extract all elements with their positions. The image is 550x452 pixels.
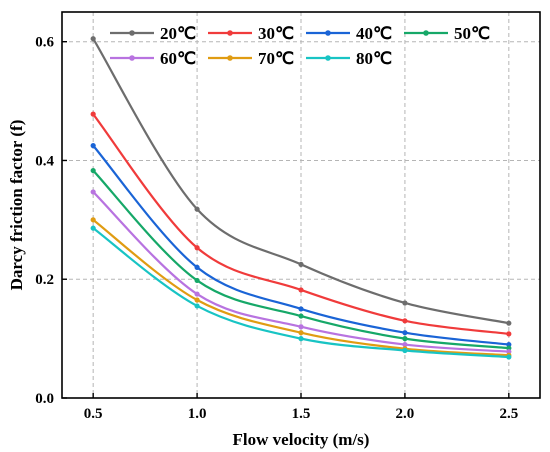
legend-swatch-marker bbox=[325, 55, 331, 61]
data-point bbox=[506, 349, 512, 355]
data-point bbox=[90, 225, 96, 231]
data-point bbox=[506, 354, 512, 360]
legend-item: 60℃ bbox=[110, 49, 196, 68]
data-point bbox=[506, 341, 512, 348]
data-point bbox=[194, 297, 200, 303]
legend-swatch-marker bbox=[227, 30, 233, 36]
x-tick-label: 2.5 bbox=[499, 406, 518, 422]
legend-swatch-marker bbox=[325, 30, 331, 36]
data-point bbox=[90, 36, 96, 42]
series bbox=[90, 143, 512, 348]
legend-swatch-marker bbox=[227, 55, 233, 61]
data-point bbox=[298, 306, 304, 312]
legend-swatch-marker bbox=[423, 30, 429, 36]
series-line bbox=[92, 113, 509, 335]
legend-label: 60℃ bbox=[160, 49, 196, 68]
legend-item: 50℃ bbox=[404, 24, 490, 43]
data-point bbox=[194, 245, 200, 251]
series-layer bbox=[90, 36, 512, 360]
data-point bbox=[298, 324, 304, 330]
legend: 20℃ 30℃ 40℃ 50℃ 60℃ 70℃ 80℃ bbox=[110, 24, 490, 68]
y-axis-title: Darcy friction factor (f) bbox=[7, 120, 26, 291]
data-point bbox=[90, 143, 96, 149]
data-point bbox=[402, 336, 408, 342]
data-point bbox=[298, 287, 304, 293]
legend-item: 30℃ bbox=[208, 24, 294, 43]
y-tick-label: 0.2 bbox=[35, 272, 54, 288]
x-axis-title: Flow velocity (m/s) bbox=[233, 430, 370, 449]
legend-label: 40℃ bbox=[356, 24, 392, 43]
axis-ticks: 0.5 1.0 1.5 2.0 2.5 0.0 0.2 0.4 0.6 bbox=[35, 35, 518, 422]
legend-label: 30℃ bbox=[258, 24, 294, 43]
legend-item: 80℃ bbox=[306, 49, 392, 68]
data-point bbox=[90, 111, 96, 117]
y-tick-label: 0.4 bbox=[35, 153, 54, 169]
y-tick-label: 0.0 bbox=[35, 391, 54, 407]
legend-item: 20℃ bbox=[110, 24, 196, 43]
data-point bbox=[402, 300, 408, 306]
series-line bbox=[92, 38, 510, 325]
x-tick-label: 2.0 bbox=[396, 406, 415, 422]
data-point bbox=[194, 303, 200, 309]
x-tick-label: 1.0 bbox=[188, 406, 207, 422]
data-point bbox=[298, 330, 304, 336]
data-point bbox=[298, 261, 304, 267]
series bbox=[90, 36, 512, 326]
data-point bbox=[194, 277, 200, 284]
data-point bbox=[402, 330, 408, 336]
grid bbox=[62, 12, 540, 398]
x-tick-label: 0.5 bbox=[84, 406, 103, 422]
series bbox=[90, 167, 512, 351]
legend-label: 70℃ bbox=[258, 49, 294, 68]
legend-swatch-marker bbox=[129, 55, 135, 61]
legend-label: 80℃ bbox=[356, 49, 392, 68]
legend-label: 20℃ bbox=[160, 24, 196, 43]
data-point bbox=[194, 291, 200, 297]
data-point bbox=[90, 217, 96, 223]
legend-item: 40℃ bbox=[306, 24, 392, 43]
series bbox=[90, 225, 512, 360]
data-point bbox=[298, 313, 304, 319]
series bbox=[90, 111, 512, 337]
data-point bbox=[298, 336, 304, 342]
y-tick-label: 0.6 bbox=[35, 35, 54, 51]
data-point bbox=[402, 318, 408, 324]
data-point bbox=[90, 167, 96, 174]
legend-label: 50℃ bbox=[454, 24, 490, 43]
data-point bbox=[194, 264, 200, 270]
legend-swatch-marker bbox=[129, 30, 135, 36]
data-point bbox=[506, 320, 512, 326]
data-point bbox=[506, 345, 512, 351]
legend-item: 70℃ bbox=[208, 49, 294, 68]
data-point bbox=[402, 347, 408, 354]
data-point bbox=[402, 341, 408, 348]
data-point bbox=[506, 331, 512, 337]
x-tick-label: 1.5 bbox=[292, 406, 311, 422]
data-point bbox=[90, 189, 96, 195]
series bbox=[90, 189, 512, 355]
data-point bbox=[194, 206, 200, 212]
